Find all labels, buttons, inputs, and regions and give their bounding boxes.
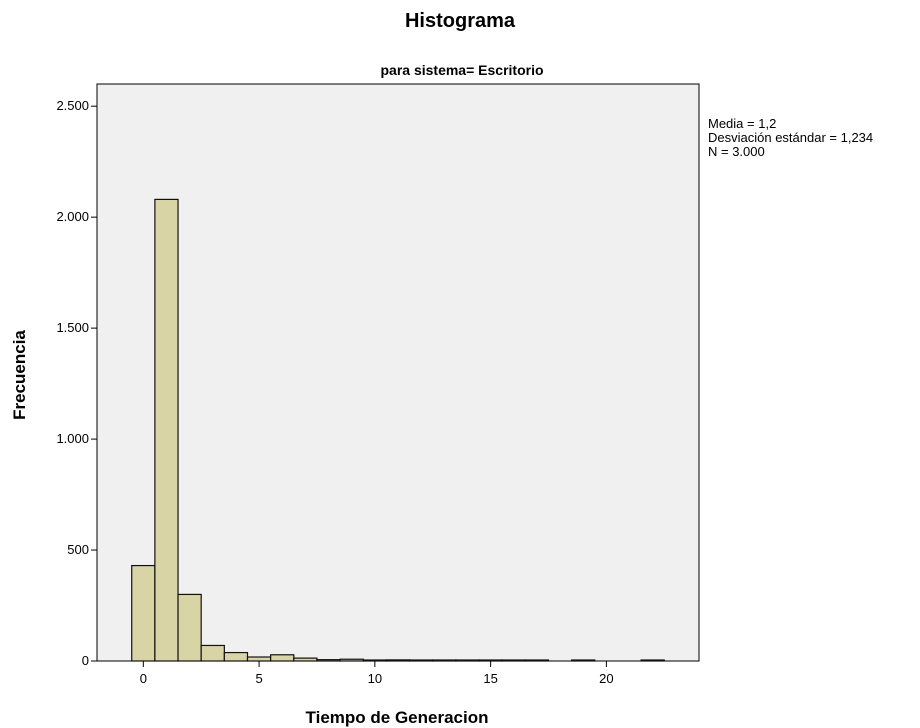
x-tick-label: 15: [483, 671, 497, 686]
histogram-bars: [131, 198, 665, 662]
histogram-bar-22: [640, 659, 665, 662]
y-axis-label: Frecuencia: [10, 330, 29, 420]
histogram-bar-1: [154, 198, 179, 662]
histogram-bar-13: [432, 659, 457, 662]
histogram-bar-5: [246, 656, 272, 662]
x-tick-label: 5: [255, 671, 262, 686]
plot-area: [96, 83, 700, 662]
histogram-bar-8: [316, 659, 341, 662]
histogram-bar-4: [223, 651, 249, 662]
histogram-bar-19: [571, 659, 596, 662]
x-tick-label: 10: [368, 671, 382, 686]
histogram-bar-17: [524, 659, 550, 662]
histogram-bar-15: [478, 659, 503, 662]
x-axis-label: Tiempo de Generacion: [306, 708, 489, 727]
histogram-bar-0: [131, 564, 156, 662]
stats-std: Desviación estándar = 1,234: [708, 130, 873, 145]
chart-subtitle: para sistema= Escritorio: [380, 62, 543, 78]
x-tick-label: 0: [140, 671, 147, 686]
histogram-bar-10: [362, 659, 388, 662]
y-tick-label: 0: [82, 653, 89, 668]
chart-title: Histograma: [405, 10, 516, 32]
stats-mean: Media = 1,2: [708, 116, 776, 131]
histogram-bar-2: [177, 593, 202, 662]
y-tick-label: 500: [67, 542, 89, 557]
stats-n: N = 3.000: [708, 144, 765, 159]
histogram-bar-11: [385, 659, 411, 662]
histogram-bar-9: [339, 658, 364, 662]
y-tick-label: 1.000: [56, 431, 89, 446]
stats-box: Media = 1,2 Desviación estándar = 1,234 …: [708, 116, 873, 159]
y-tick-label: 2.500: [56, 98, 89, 113]
histogram-bar-7: [293, 657, 318, 662]
histogram-bar-12: [408, 659, 434, 662]
histogram-bar-6: [270, 654, 295, 662]
y-tick-label: 1.500: [56, 320, 89, 335]
y-axis: 0 500 1.000 1.500 2.000 2.500: [56, 98, 97, 668]
histogram-bar-3: [200, 644, 225, 662]
histogram-bar-14: [455, 659, 480, 662]
x-axis: 0 5 10 15 20: [140, 661, 614, 686]
histogram-bar-16: [501, 659, 526, 662]
y-tick-label: 2.000: [56, 209, 89, 224]
x-tick-label: 20: [599, 671, 613, 686]
